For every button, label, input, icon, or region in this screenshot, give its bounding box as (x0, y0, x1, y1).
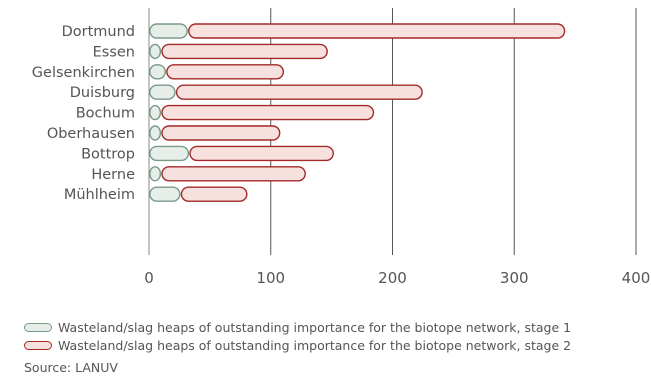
category-label: Herne (91, 167, 135, 183)
chart-svg: 0 100 200 300 400 Dortmund Essen Gelsenkirchen D… (32, 8, 651, 287)
category-label: Dortmund (62, 24, 135, 40)
bar-stage-1 (149, 43, 162, 60)
bar-stage-2 (166, 64, 285, 80)
category-label: Bochum (76, 106, 135, 122)
bar-stage-1 (149, 84, 176, 100)
bar-stage-1 (149, 145, 190, 162)
bar-stage-2 (189, 145, 334, 162)
bar-stage-2 (180, 186, 248, 202)
category-label: Essen (93, 44, 135, 60)
category-label: Mühlheim (64, 187, 135, 203)
legend-swatch-stage-2 (24, 340, 52, 350)
bar-stage-1 (149, 64, 166, 80)
bar-stage-1 (149, 23, 188, 39)
bar-stage-2 (175, 84, 423, 100)
bar-stage-2 (161, 104, 375, 121)
bar-stage-2 (161, 125, 281, 141)
category-label: Gelsenkirchen (32, 65, 135, 81)
x-tick-label: 100 (256, 269, 285, 287)
x-tick-label: 0 (144, 269, 154, 287)
x-tick-label: 400 (622, 269, 651, 287)
legend-swatch-stage-1 (24, 322, 52, 332)
bar-stage-1 (149, 125, 162, 141)
legend: Wasteland/slag heaps of outstanding impo… (24, 318, 571, 354)
category-label: Oberhausen (47, 126, 135, 142)
bar-stage-2 (161, 43, 328, 60)
x-tick-label: 200 (378, 269, 407, 287)
source-note: Source: LANUV (24, 360, 118, 375)
bar-stage-1 (149, 104, 162, 121)
legend-item-stage-2: Wasteland/slag heaps of outstanding impo… (24, 336, 571, 354)
legend-label-stage-1: Wasteland/slag heaps of outstanding impo… (58, 319, 572, 335)
legend-label-stage-2: Wasteland/slag heaps of outstanding impo… (58, 337, 572, 353)
bar-stage-1 (149, 166, 162, 182)
x-tick-label: 300 (500, 269, 529, 287)
legend-item-stage-1: Wasteland/slag heaps of outstanding impo… (24, 318, 571, 336)
bar-stage-2 (188, 23, 566, 39)
category-label: Duisburg (70, 85, 135, 101)
bar-stage-2 (161, 166, 306, 182)
bar-stage-1 (149, 186, 181, 202)
category-label: Bottrop (81, 146, 135, 162)
